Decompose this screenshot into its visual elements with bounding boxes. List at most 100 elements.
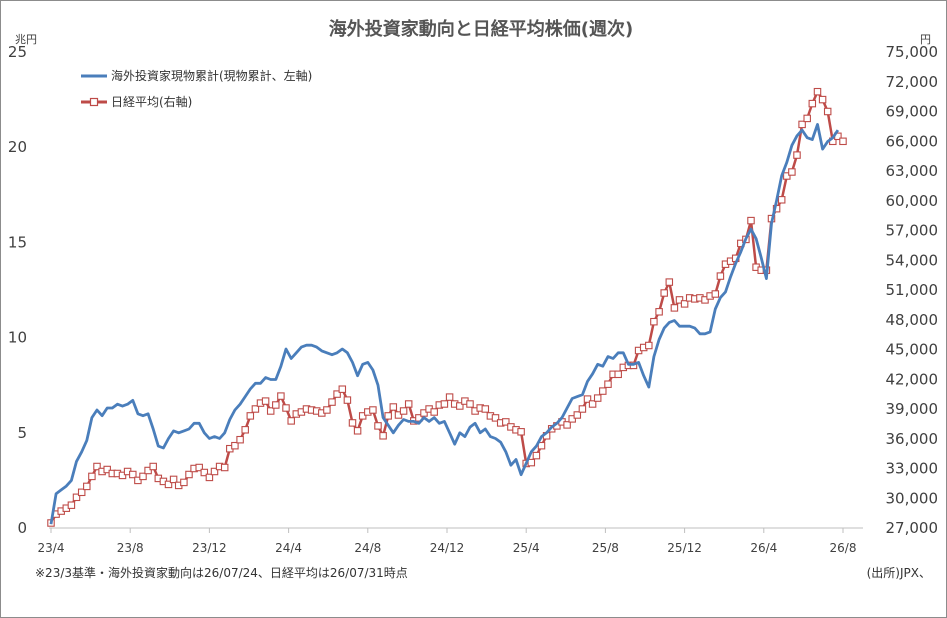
nikkei-point [88, 472, 96, 481]
y-right-tick-label: 63,000 [886, 162, 939, 180]
nikkei-point [277, 392, 285, 400]
nikkei-point [568, 415, 576, 423]
nikkei-point [798, 120, 806, 129]
nikkei-point [139, 472, 147, 481]
y-right-tick-label: 42,000 [886, 370, 939, 388]
nikkei-point [527, 458, 536, 467]
nikkei-point [650, 317, 658, 326]
y-right-tick-label: 30,000 [886, 489, 939, 507]
x-tick-label: 26/4 [750, 541, 777, 555]
nikkei-point [394, 411, 403, 419]
x-tick-label: 23/12 [192, 541, 227, 555]
y-left-tick-label: 15 [8, 233, 27, 251]
y-left-tick-label: 5 [17, 424, 27, 442]
nikkei-point [808, 99, 817, 108]
nikkei-point [675, 296, 684, 304]
nikkei-point [185, 470, 193, 479]
nikkei-point [645, 341, 653, 350]
nikkei-point [532, 451, 541, 460]
nikkei-point [491, 414, 500, 422]
y-right-tick-label: 54,000 [886, 251, 939, 269]
nikkei-point [200, 468, 209, 477]
nikkei-point [593, 394, 602, 402]
nikkei-point [747, 216, 755, 225]
nikkei-point [353, 427, 362, 435]
nikkei-point [563, 421, 571, 429]
nikkei-point [583, 395, 592, 403]
nikkei-point [803, 114, 811, 123]
series-line-nikkei [49, 90, 844, 524]
nikkei-point [466, 400, 474, 408]
nikkei-point [266, 407, 275, 415]
nikkei-point [379, 432, 387, 440]
nikkei-point [517, 428, 525, 436]
left-axis: 0 5 10 15 20 25 [8, 43, 27, 537]
nikkei-point [502, 418, 510, 426]
x-tick-label: 23/8 [117, 541, 144, 555]
nikkei-point [456, 402, 464, 410]
nikkei-point [323, 406, 331, 414]
nikkei-point [236, 435, 244, 444]
nikkei-point [420, 409, 428, 417]
left-axis-unit: 兆円 [15, 33, 37, 46]
nikkei-point [839, 137, 847, 146]
nikkei-point [103, 465, 111, 474]
nikkei-point [399, 407, 408, 415]
y-right-tick-label: 27,000 [886, 519, 939, 537]
nikkei-point [670, 304, 679, 312]
nikkei-point [77, 488, 86, 497]
legend-label-nikkei: 日経平均(右軸) [111, 94, 192, 109]
nikkei-point [665, 278, 674, 286]
nikkei-point [67, 501, 76, 509]
nikkei-point [680, 300, 689, 308]
nikkei-point [231, 441, 239, 450]
nikkei-point [404, 400, 413, 408]
nikkei-point [813, 87, 822, 96]
x-tick-label: 23/4 [38, 541, 65, 555]
nikkei-point [481, 405, 490, 413]
y-right-tick-label: 75,000 [886, 43, 939, 61]
nikkei-point [788, 168, 796, 176]
nikkei-point [333, 390, 341, 398]
y-right-tick-label: 51,000 [886, 281, 939, 299]
nikkei-point [384, 412, 392, 420]
nikkei-point [164, 480, 173, 489]
y-right-tick-label: 69,000 [886, 103, 939, 121]
nikkei-point [210, 467, 219, 476]
chart-title: 海外投資家動向と日経平均株価(週次) [329, 18, 633, 40]
nikkei-point [389, 403, 398, 411]
legend-marker-nikkei [89, 97, 99, 107]
nikkei-point [220, 463, 229, 472]
nikkei-point [195, 463, 203, 472]
nikkei-point [604, 380, 612, 388]
y-right-tick-label: 57,000 [886, 222, 939, 240]
legend-label-foreign: 海外投資家現物累計(現物累計、左軸) [111, 68, 312, 83]
y-right-tick-label: 39,000 [886, 400, 939, 418]
nikkei-point [573, 411, 582, 419]
nikkei-point [783, 172, 791, 180]
nikkei-point [614, 370, 622, 379]
y-right-tick-label: 72,000 [886, 73, 939, 91]
y-right-tick-label: 48,000 [886, 311, 939, 329]
y-right-tick-label: 33,000 [886, 460, 939, 478]
nikkei-point [369, 406, 377, 414]
nikkei-point [246, 412, 255, 420]
nikkei-point [660, 289, 668, 297]
nikkei-point [711, 290, 720, 298]
x-tick-label: 25/8 [592, 541, 619, 555]
nikkei-point [358, 412, 367, 420]
nikkei-point [169, 475, 178, 484]
nikkei-point [578, 405, 587, 413]
nikkei-point [149, 462, 157, 471]
legend: 海外投資家現物累計(現物累計、左軸) 日経平均(右軸) [81, 68, 312, 109]
nikkei-point [793, 151, 801, 159]
y-right-tick-label: 60,000 [886, 192, 939, 210]
nikkei-point [599, 387, 607, 395]
y-left-tick-label: 10 [8, 329, 27, 347]
series-layer [47, 87, 847, 527]
nikkei-point [537, 441, 546, 450]
nikkei-point [338, 385, 347, 393]
nikkei-point [180, 478, 188, 487]
x-tick-label: 25/4 [513, 541, 540, 555]
